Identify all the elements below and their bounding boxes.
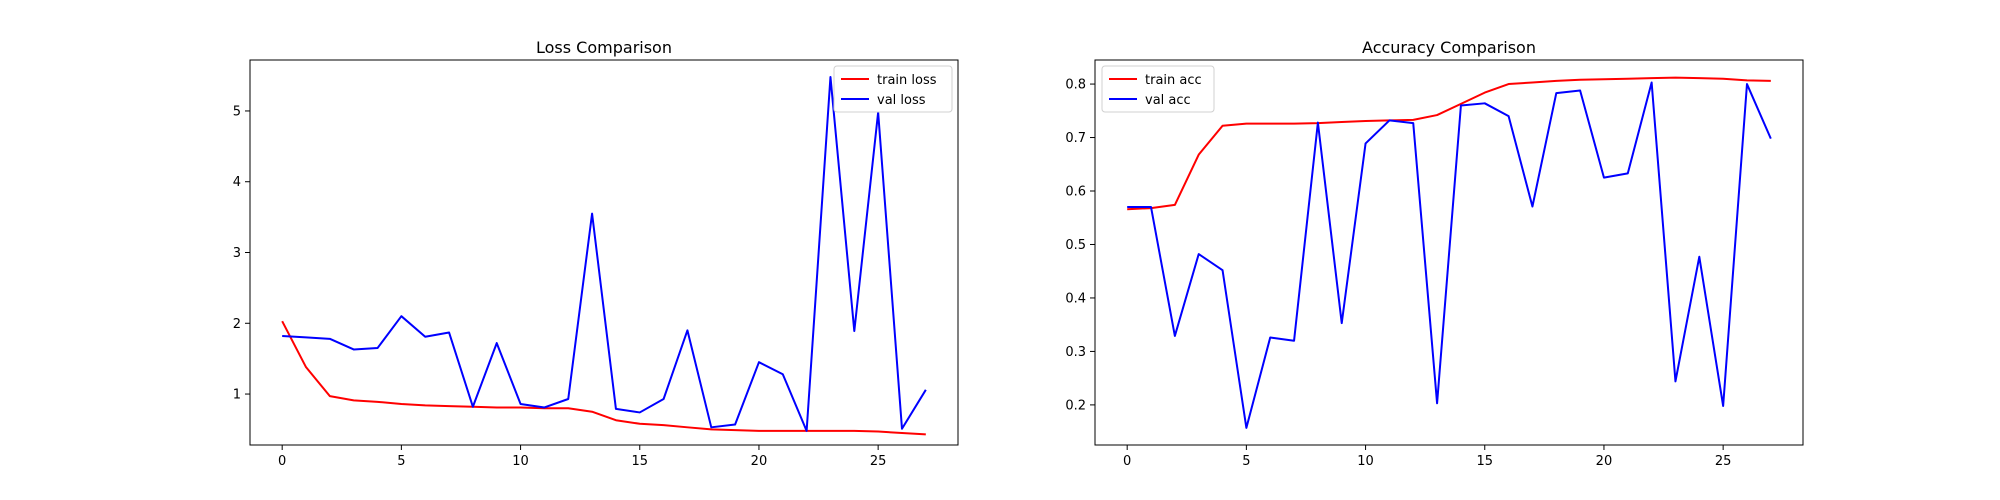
accuracy-y-tick-label: 0.8 xyxy=(1065,78,1086,93)
accuracy-x-tick-label: 0 xyxy=(1123,454,1131,469)
loss-chart-legend: train loss val loss xyxy=(833,65,953,113)
loss-val-loss-line xyxy=(282,75,927,432)
loss-x-tick-label: 5 xyxy=(397,454,405,469)
accuracy-chart-x-axis: 0 5 10 15 20 25 xyxy=(1123,445,1731,469)
accuracy-y-tick-label: 0.2 xyxy=(1065,398,1086,413)
loss-legend-box xyxy=(833,65,953,113)
accuracy-x-tick-label: 20 xyxy=(1596,454,1613,469)
accuracy-train-acc-line xyxy=(1127,76,1771,211)
loss-x-tick-label: 15 xyxy=(631,454,648,469)
accuracy-legend-train-acc-label: train acc xyxy=(1145,73,1202,88)
loss-y-tick-label: 3 xyxy=(233,246,241,261)
loss-y-tick-label: 1 xyxy=(233,388,241,403)
loss-chart: Loss Comparison 0 5 10 15 20 25 1 2 3 4 5 train l… xyxy=(233,38,959,469)
accuracy-chart-legend: train acc val acc xyxy=(1101,65,1215,113)
loss-x-tick-label: 10 xyxy=(512,454,529,469)
accuracy-x-tick-label: 15 xyxy=(1476,454,1493,469)
accuracy-x-tick-label: 10 xyxy=(1357,454,1374,469)
loss-x-tick-label: 0 xyxy=(278,454,286,469)
loss-chart-series xyxy=(281,75,927,436)
accuracy-legend-box xyxy=(1101,65,1215,113)
loss-train-loss-line xyxy=(281,320,926,436)
accuracy-val-acc-line xyxy=(1127,81,1772,429)
loss-y-tick-label: 5 xyxy=(233,104,241,119)
accuracy-x-tick-label: 25 xyxy=(1715,454,1732,469)
accuracy-x-tick-label: 5 xyxy=(1242,454,1250,469)
accuracy-y-tick-label: 0.5 xyxy=(1065,238,1086,253)
loss-legend-train-loss-label: train loss xyxy=(877,73,937,88)
accuracy-chart: Accuracy Comparison 0 5 10 15 20 25 0.2 0.3 0.4… xyxy=(1065,38,1804,469)
accuracy-y-tick-label: 0.4 xyxy=(1065,291,1086,306)
loss-y-tick-label: 4 xyxy=(233,175,241,190)
accuracy-y-tick-label: 0.6 xyxy=(1065,185,1086,200)
loss-chart-y-axis: 1 2 3 4 5 xyxy=(233,104,250,403)
accuracy-legend-val-acc-label: val acc xyxy=(1145,93,1191,108)
accuracy-y-tick-label: 0.7 xyxy=(1065,131,1086,146)
loss-chart-title: Loss Comparison xyxy=(536,38,672,57)
accuracy-chart-title: Accuracy Comparison xyxy=(1362,38,1536,57)
accuracy-chart-axes-frame xyxy=(1094,59,1804,446)
loss-x-tick-label: 20 xyxy=(751,454,768,469)
accuracy-chart-y-axis: 0.2 0.3 0.4 0.5 0.6 0.7 0.8 xyxy=(1065,78,1095,413)
accuracy-y-tick-label: 0.3 xyxy=(1065,345,1086,360)
accuracy-chart-series xyxy=(1127,76,1772,429)
loss-x-tick-label: 25 xyxy=(870,454,887,469)
loss-legend-val-loss-label: val loss xyxy=(877,93,926,108)
loss-chart-x-axis: 0 5 10 15 20 25 xyxy=(278,445,886,469)
loss-y-tick-label: 2 xyxy=(233,317,241,332)
